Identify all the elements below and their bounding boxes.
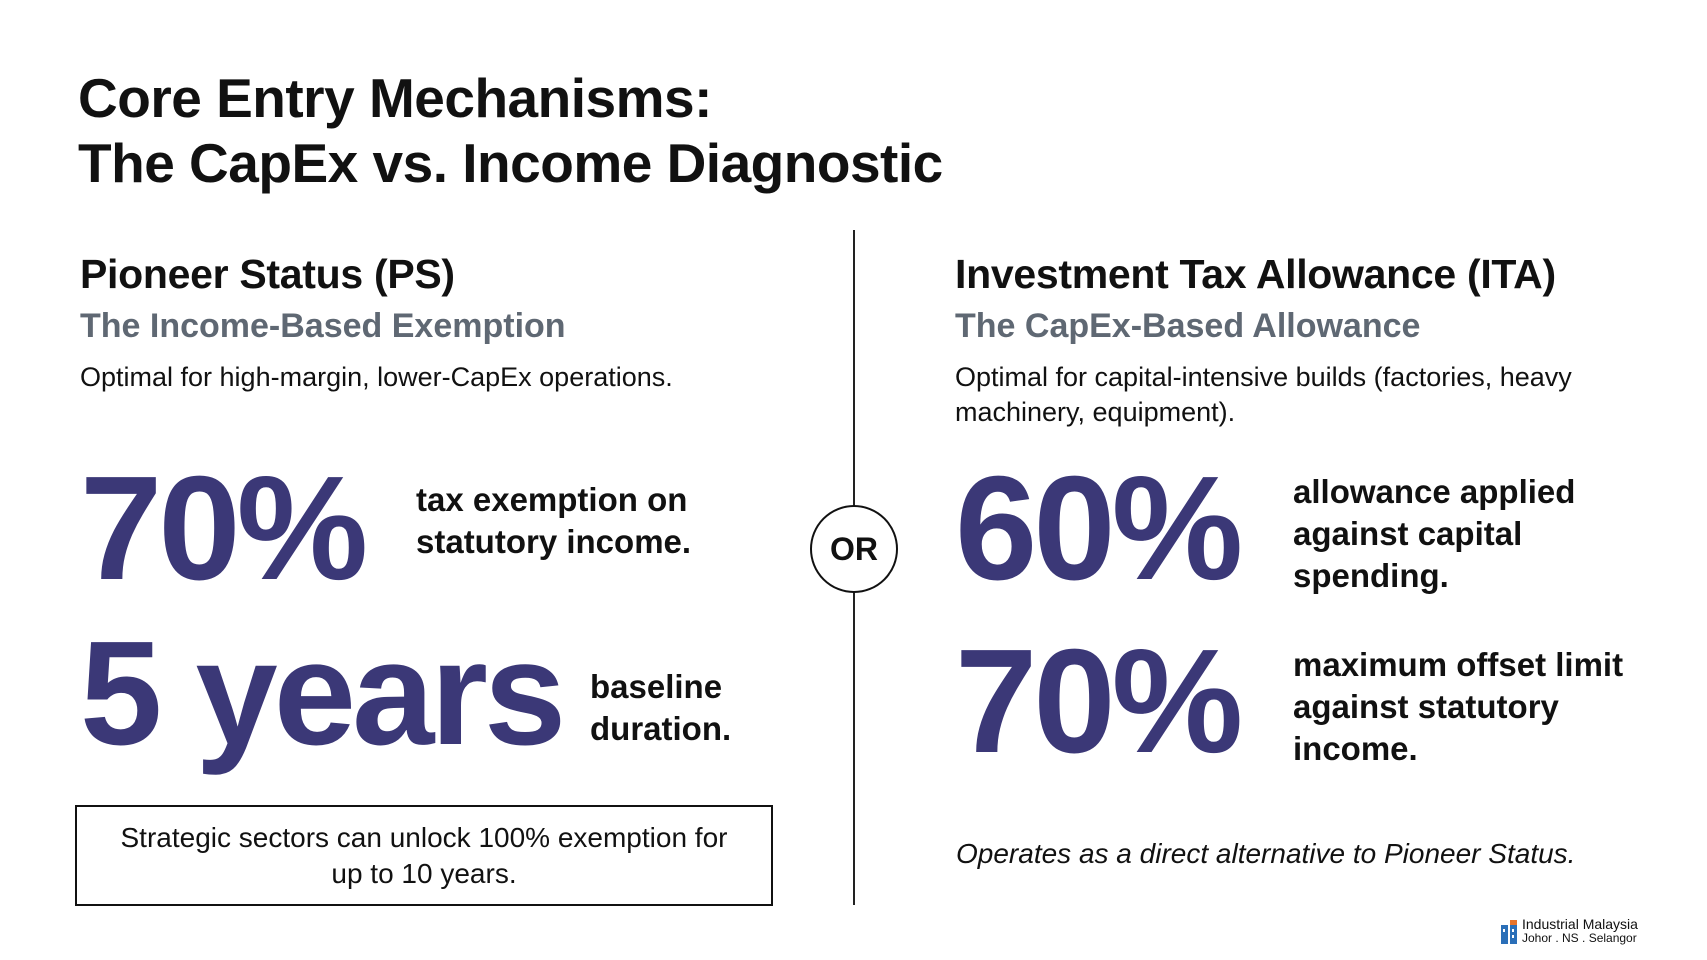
ita-allowance-text: allowance applied against capital spendi…	[1293, 473, 1576, 594]
pioneer-exemption-stat: 70% tax exemption on statutory income.	[80, 446, 691, 611]
or-badge: OR	[810, 505, 898, 593]
page-title: Core Entry Mechanisms: The CapEx vs. Inc…	[78, 66, 943, 196]
ita-description: Optimal for capital-intensive builds (fa…	[955, 362, 1572, 427]
pioneer-exemption-text: tax exemption on statutory income.	[416, 481, 692, 560]
page-title-line-1: Core Entry Mechanisms:	[78, 67, 712, 129]
industrial-malaysia-logo-icon	[1501, 920, 1517, 944]
strategic-sectors-callout: Strategic sectors can unlock 100% exempt…	[75, 805, 773, 906]
ita-offset-stat: 70% maximum offset limit against statuto…	[955, 619, 1623, 784]
brand-mark: Industrial Malaysia Johor . NS . Selango…	[1500, 917, 1638, 945]
pioneer-duration-value: 5 years	[80, 611, 566, 776]
pioneer-status-title: Pioneer Status (PS)	[80, 251, 455, 297]
pioneer-status-subtitle: The Income-Based Exemption	[80, 307, 566, 345]
page-title-line-2: The CapEx vs. Income Diagnostic	[78, 132, 943, 194]
ita-alternative-note: Operates as a direct alternative to Pion…	[956, 838, 1576, 869]
ita-allowance-stat: 60% allowance applied against capital sp…	[955, 446, 1575, 611]
pioneer-status-description: Optimal for high-margin, lower-CapEx ope…	[80, 362, 673, 392]
pioneer-exemption-value: 70%	[80, 446, 368, 611]
ita-allowance-value: 60%	[955, 446, 1243, 611]
brand-locations: Johor . NS . Selangor	[1522, 931, 1637, 945]
brand-name: Industrial Malaysia	[1522, 916, 1638, 932]
ita-title: Investment Tax Allowance (ITA)	[955, 251, 1556, 297]
ita-offset-value: 70%	[955, 619, 1243, 784]
pioneer-status-header: Pioneer Status (PS) The Income-Based Exe…	[80, 250, 800, 395]
ita-offset-text: maximum offset limit against statutory i…	[1293, 646, 1624, 767]
ita-subtitle: The CapEx-Based Allowance	[955, 307, 1421, 345]
ita-header: Investment Tax Allowance (ITA) The CapEx…	[955, 250, 1675, 430]
pioneer-duration-text: baseline duration.	[590, 668, 732, 747]
pioneer-duration-stat: 5 years baseline duration.	[80, 611, 731, 776]
